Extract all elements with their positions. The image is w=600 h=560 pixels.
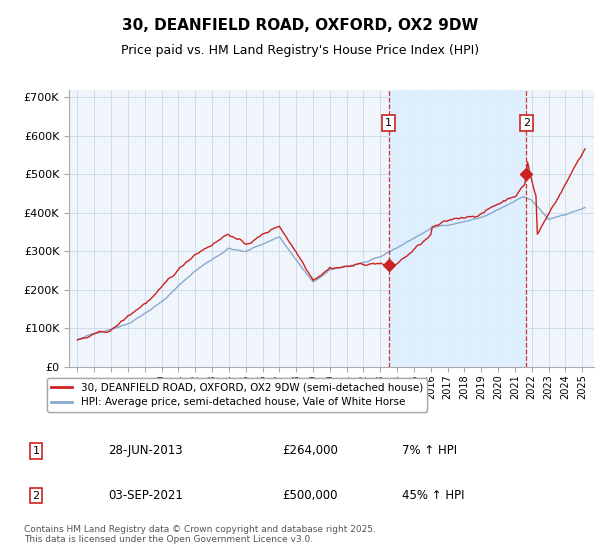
Text: £500,000: £500,000 bbox=[282, 489, 337, 502]
Text: 28-JUN-2013: 28-JUN-2013 bbox=[108, 444, 182, 458]
Text: 45% ↑ HPI: 45% ↑ HPI bbox=[402, 489, 464, 502]
Bar bbox=[389, 90, 526, 367]
Text: 1: 1 bbox=[32, 446, 40, 456]
Text: Contains HM Land Registry data © Crown copyright and database right 2025.
This d: Contains HM Land Registry data © Crown c… bbox=[24, 525, 376, 544]
Legend: 30, DEANFIELD ROAD, OXFORD, OX2 9DW (semi-detached house), HPI: Average price, s: 30, DEANFIELD ROAD, OXFORD, OX2 9DW (sem… bbox=[47, 378, 427, 412]
Text: 2: 2 bbox=[32, 491, 40, 501]
Text: 03-SEP-2021: 03-SEP-2021 bbox=[108, 489, 183, 502]
Text: 30, DEANFIELD ROAD, OXFORD, OX2 9DW: 30, DEANFIELD ROAD, OXFORD, OX2 9DW bbox=[122, 18, 478, 32]
Text: 1: 1 bbox=[385, 118, 392, 128]
Text: 2: 2 bbox=[523, 118, 530, 128]
Text: £264,000: £264,000 bbox=[282, 444, 338, 458]
Text: 7% ↑ HPI: 7% ↑ HPI bbox=[402, 444, 457, 458]
Text: Price paid vs. HM Land Registry's House Price Index (HPI): Price paid vs. HM Land Registry's House … bbox=[121, 44, 479, 57]
